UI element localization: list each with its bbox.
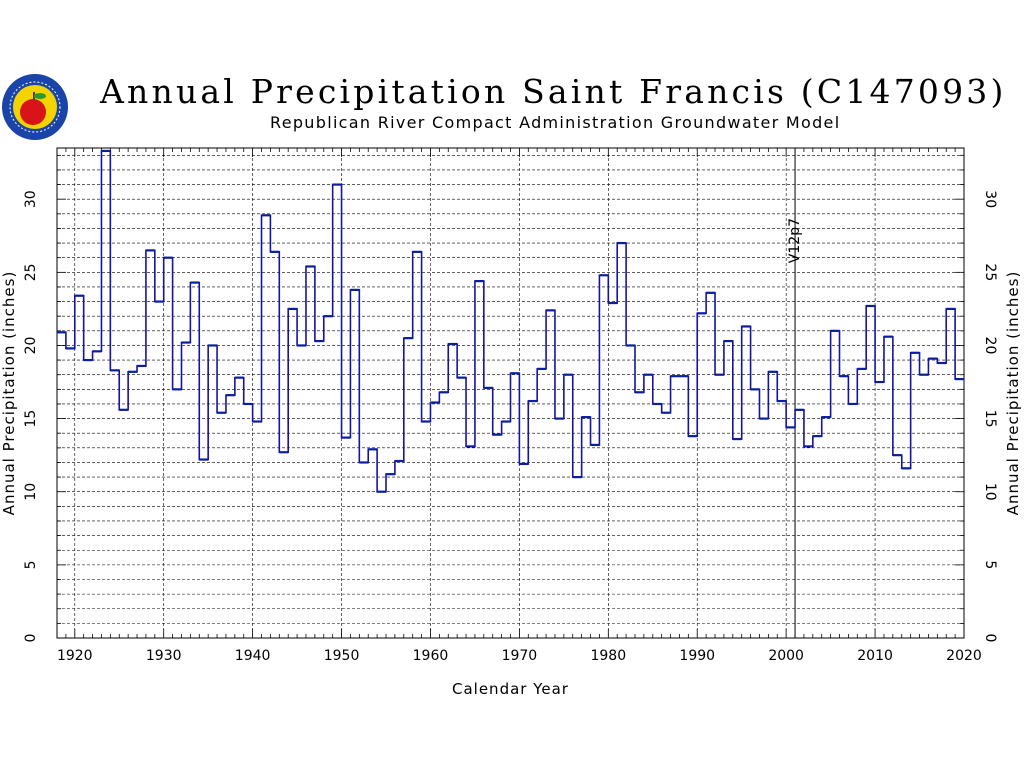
x-tick-label: 2020 — [946, 648, 982, 664]
x-tick-label: 1970 — [502, 648, 538, 664]
y-tick-label: 5 — [23, 560, 39, 569]
x-tick-label: 1920 — [57, 648, 93, 664]
y-tick-label-right: 15 — [982, 410, 998, 428]
x-tick-label: 2000 — [768, 648, 804, 664]
x-tick-label: 1930 — [146, 648, 182, 664]
apple-seal-logo-icon — [2, 74, 68, 140]
x-tick-label: 1980 — [590, 648, 626, 664]
x-tick-label: 2010 — [857, 648, 893, 664]
y-tick-label-right: 25 — [982, 263, 998, 281]
x-tick-label: 1950 — [324, 648, 360, 664]
x-tick-label: 1990 — [679, 648, 715, 664]
y-axis-label-right: Annual Precipitation (inches) — [1004, 271, 1022, 516]
logo-seal-icon — [0, 72, 70, 142]
precipitation-step-line — [57, 150, 964, 493]
y-tick-label-right: 5 — [982, 560, 998, 569]
y-tick-label: 20 — [23, 337, 39, 355]
y-axis-label: Annual Precipitation (inches) — [0, 271, 18, 516]
y-tick-label-right: 0 — [982, 634, 998, 643]
y-tick-label: 10 — [23, 483, 39, 501]
chart-title: Annual Precipitation Saint Francis (C147… — [100, 72, 1007, 111]
y-tick-label: 25 — [23, 263, 39, 281]
y-tick-label-right: 30 — [982, 190, 998, 208]
y-tick-label-right: 10 — [982, 483, 998, 501]
y-tick-label: 30 — [23, 190, 39, 208]
x-tick-label: 1960 — [413, 648, 449, 664]
x-tick-label: 1940 — [235, 648, 271, 664]
y-tick-label-right: 20 — [982, 337, 998, 355]
y-tick-label: 0 — [23, 634, 39, 643]
chart-subtitle: Republican River Compact Administration … — [270, 113, 841, 132]
x-axis-label: Calendar Year — [452, 680, 569, 698]
model-version-label: V12p7 — [787, 218, 803, 263]
y-tick-label: 15 — [23, 410, 39, 428]
